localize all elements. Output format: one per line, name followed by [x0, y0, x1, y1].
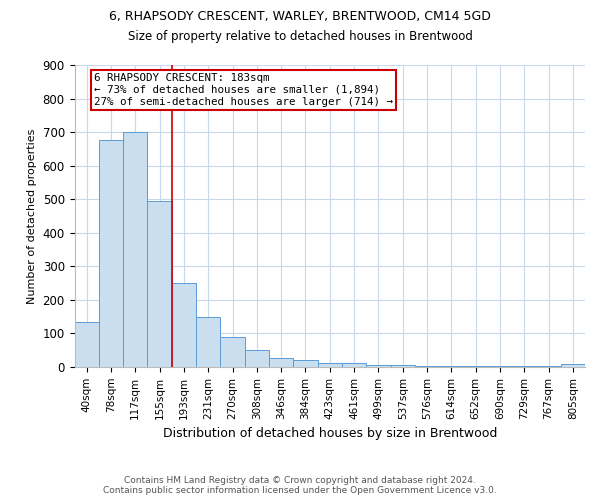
Y-axis label: Number of detached properties: Number of detached properties	[27, 128, 37, 304]
Text: Contains HM Land Registry data © Crown copyright and database right 2024.
Contai: Contains HM Land Registry data © Crown c…	[103, 476, 497, 495]
Bar	[439, 366, 463, 367]
X-axis label: Distribution of detached houses by size in Brentwood: Distribution of detached houses by size …	[163, 427, 497, 440]
Bar	[220, 336, 245, 367]
Bar	[415, 366, 439, 367]
Text: Size of property relative to detached houses in Brentwood: Size of property relative to detached ho…	[128, 30, 472, 43]
Bar	[342, 364, 366, 367]
Bar	[293, 360, 317, 367]
Bar	[196, 316, 220, 367]
Bar	[148, 201, 172, 367]
Text: 6 RHAPSODY CRESCENT: 183sqm
← 73% of detached houses are smaller (1,894)
27% of : 6 RHAPSODY CRESCENT: 183sqm ← 73% of det…	[94, 74, 393, 106]
Bar	[74, 322, 99, 367]
Bar	[560, 364, 585, 367]
Bar	[391, 365, 415, 367]
Bar	[317, 364, 342, 367]
Bar	[269, 358, 293, 367]
Bar	[99, 140, 123, 367]
Bar	[123, 132, 148, 367]
Bar	[488, 366, 512, 367]
Bar	[463, 366, 488, 367]
Bar	[245, 350, 269, 367]
Bar	[366, 365, 391, 367]
Text: 6, RHAPSODY CRESCENT, WARLEY, BRENTWOOD, CM14 5GD: 6, RHAPSODY CRESCENT, WARLEY, BRENTWOOD,…	[109, 10, 491, 23]
Bar	[172, 283, 196, 367]
